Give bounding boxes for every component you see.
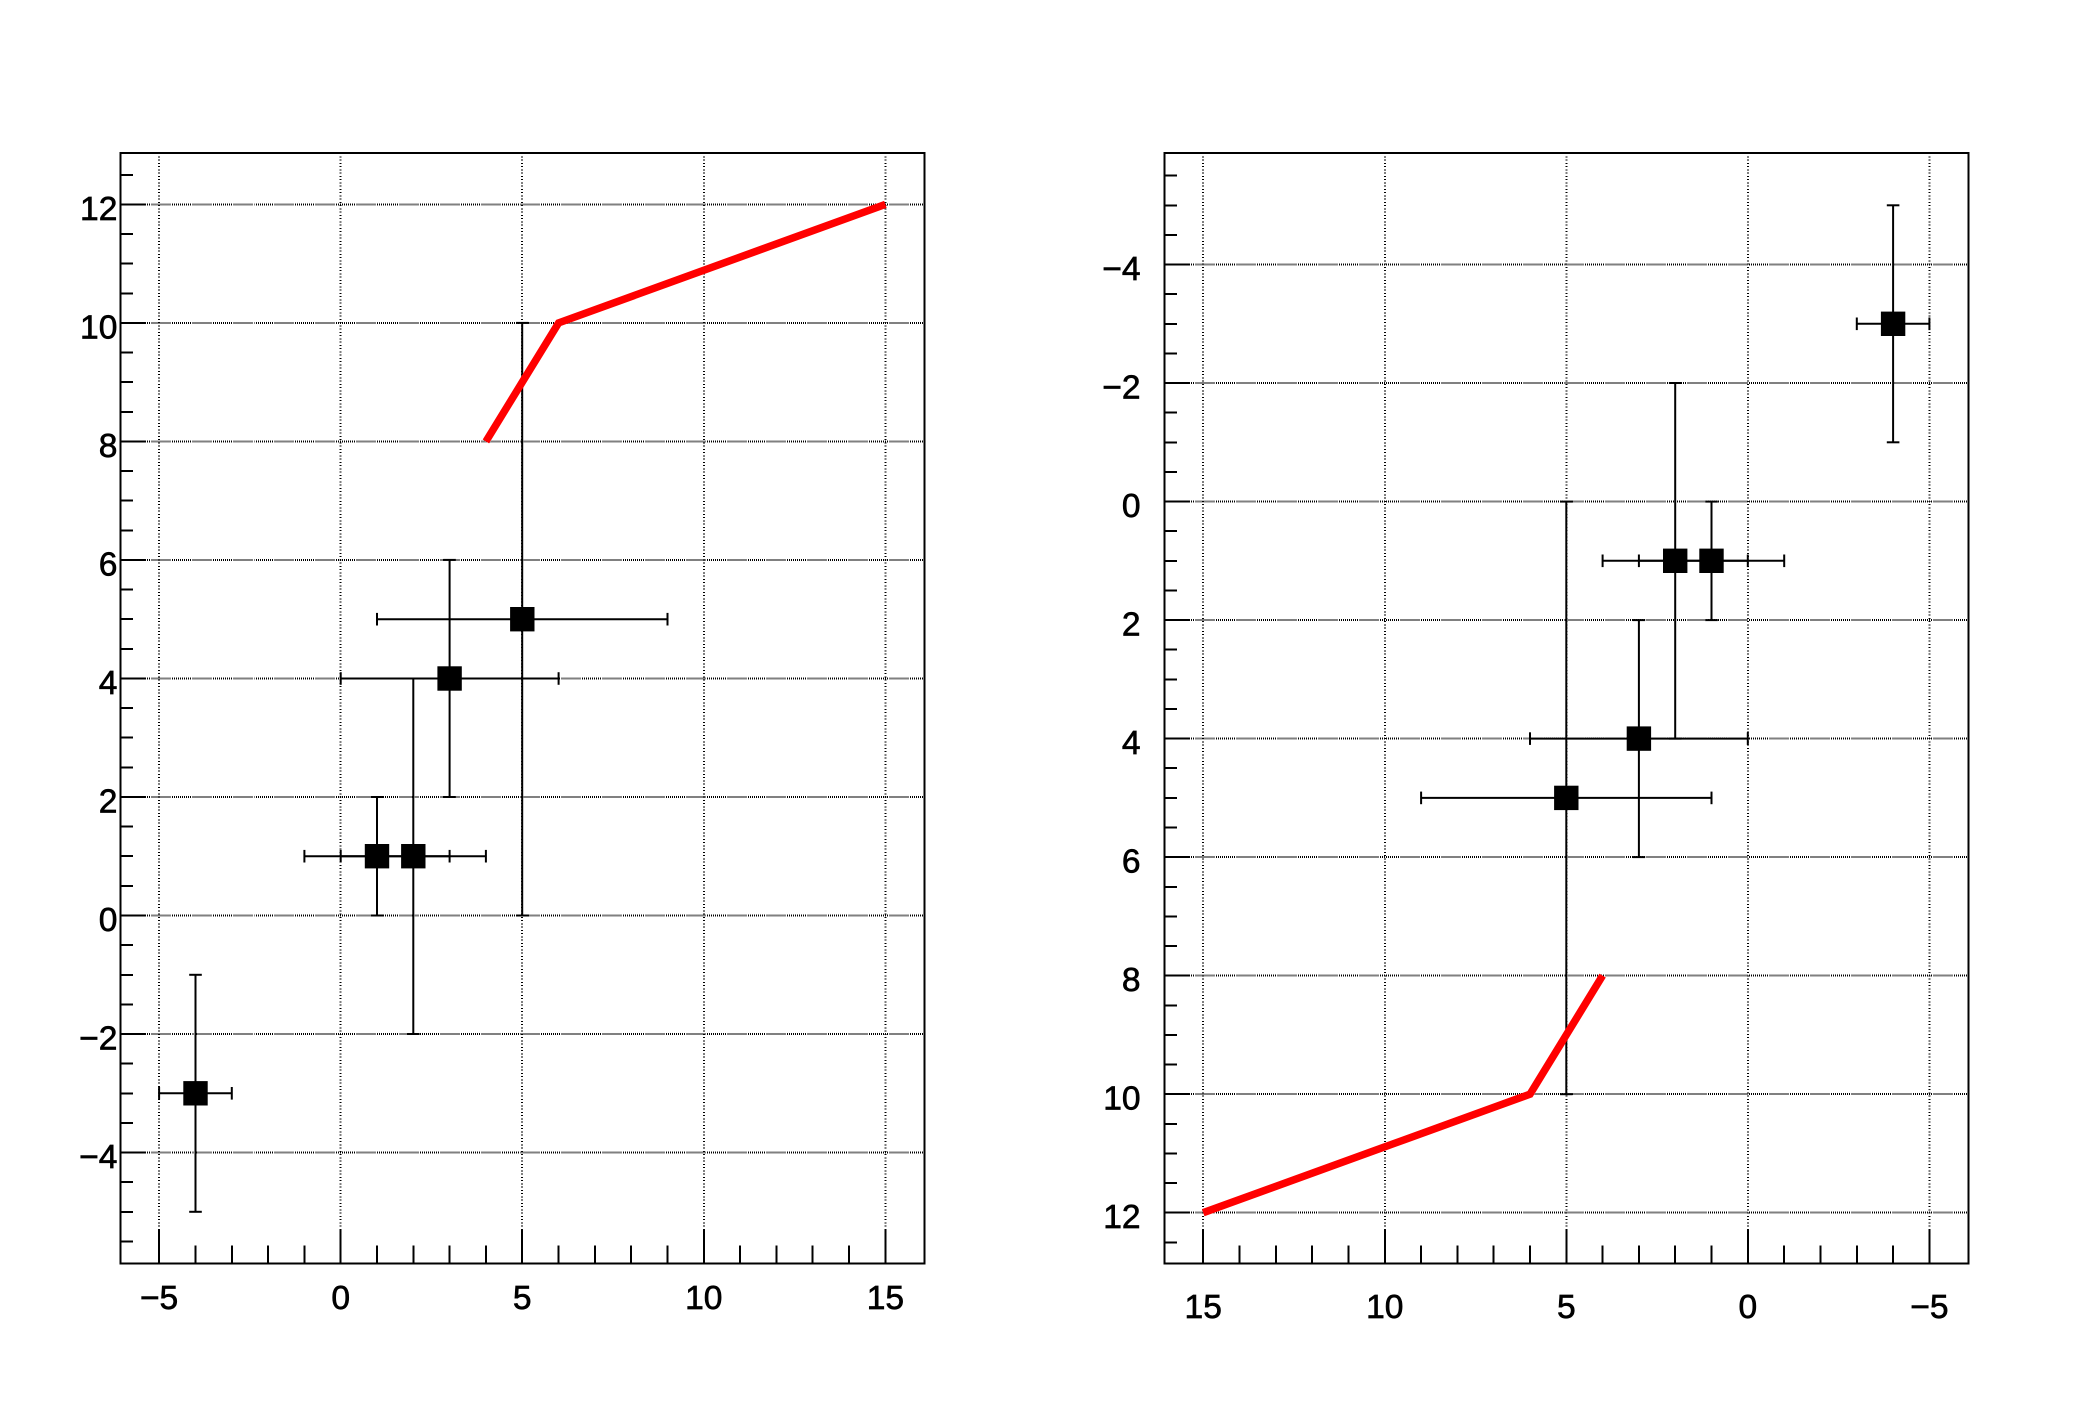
svg-text:−2: −2 bbox=[1102, 369, 1140, 406]
svg-text:5: 5 bbox=[1557, 1289, 1576, 1326]
svg-text:2: 2 bbox=[99, 783, 118, 820]
svg-text:0: 0 bbox=[1122, 488, 1141, 525]
svg-text:15: 15 bbox=[867, 1280, 904, 1317]
svg-text:6: 6 bbox=[1122, 844, 1141, 881]
svg-text:10: 10 bbox=[685, 1280, 722, 1317]
svg-text:6: 6 bbox=[99, 546, 118, 583]
svg-text:10: 10 bbox=[1103, 1081, 1140, 1118]
svg-text:4: 4 bbox=[1122, 725, 1141, 762]
svg-text:−4: −4 bbox=[79, 1139, 117, 1176]
svg-text:10: 10 bbox=[80, 309, 117, 346]
svg-text:−5: −5 bbox=[140, 1280, 178, 1317]
svg-text:10: 10 bbox=[1366, 1289, 1403, 1326]
svg-text:15: 15 bbox=[1185, 1289, 1222, 1326]
svg-text:12: 12 bbox=[1103, 1199, 1140, 1236]
svg-text:0: 0 bbox=[99, 902, 118, 939]
svg-text:12: 12 bbox=[80, 191, 117, 228]
svg-text:−4: −4 bbox=[1102, 251, 1140, 288]
svg-text:8: 8 bbox=[1122, 962, 1141, 999]
svg-text:−2: −2 bbox=[79, 1020, 117, 1057]
svg-text:0: 0 bbox=[331, 1280, 350, 1317]
svg-text:8: 8 bbox=[99, 428, 118, 465]
svg-text:2: 2 bbox=[1122, 607, 1141, 644]
svg-text:−5: −5 bbox=[1910, 1289, 1948, 1326]
svg-text:5: 5 bbox=[513, 1280, 532, 1317]
svg-text:0: 0 bbox=[1738, 1289, 1757, 1326]
svg-text:4: 4 bbox=[99, 665, 118, 702]
